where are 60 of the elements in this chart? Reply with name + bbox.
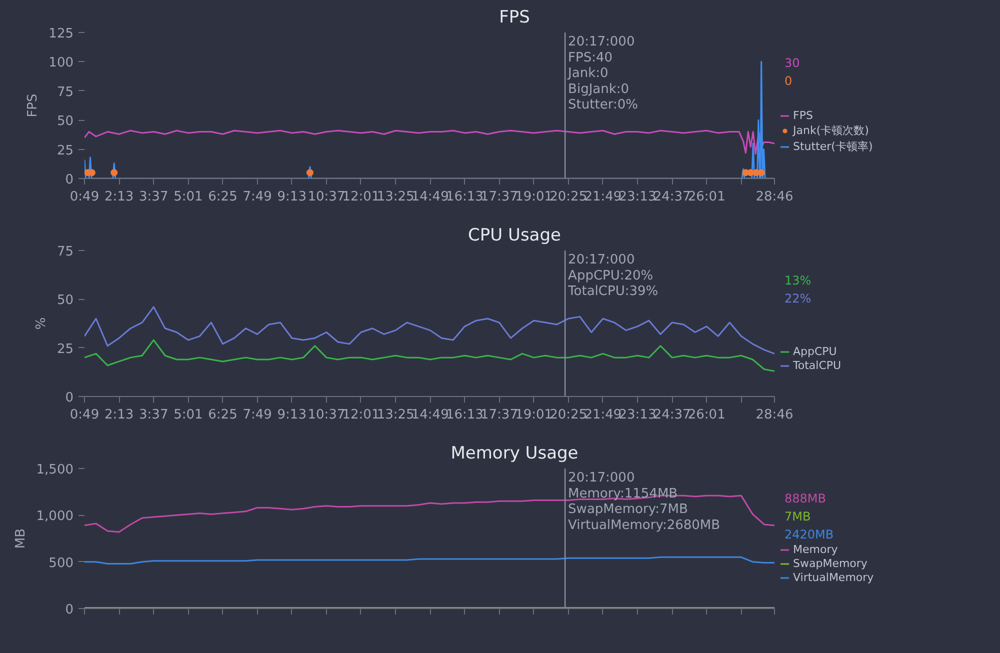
x-tick-label: 5:01 (174, 408, 203, 422)
legend-label: VirtualMemory (793, 571, 874, 584)
y-tick-label: 100 (48, 56, 74, 71)
x-tick-label: 3:37 (139, 408, 168, 422)
x-tick-label: 17:37 (480, 190, 518, 204)
y-tick-label: 0 (65, 390, 74, 406)
y-tick-label: 1,000 (36, 509, 74, 524)
x-tick-label: 6:25 (208, 408, 238, 422)
ref-line-label: 20:17:000 Memory:1154MB SwapMemory:7MB VirtualMemory:2680MB (568, 470, 720, 533)
y-tick-label: 75 (56, 84, 74, 100)
text: 0 (784, 74, 792, 88)
y-tick-label: 25 (56, 143, 74, 158)
x-tick-label: 9:13 (277, 190, 306, 204)
text: 7MB (784, 510, 811, 524)
legend-label: TotalCPU (793, 359, 842, 372)
y-tick-label: 50 (56, 293, 74, 308)
x-tick-label: 9:13 (277, 408, 306, 422)
text: 22% (784, 292, 812, 306)
y-tick-label: 0 (65, 172, 74, 188)
chart-title: Memory Usage (450, 444, 578, 464)
text: 13% (784, 274, 812, 288)
y-axis-title: % (34, 317, 49, 330)
legend-label: FPS (793, 109, 813, 122)
y-tick-label: 1,500 (36, 462, 74, 478)
legend-label: SwapMemory (793, 557, 868, 570)
line-series (84, 339, 776, 372)
x-tick-label: 3:37 (139, 190, 168, 204)
text: 30 (784, 56, 800, 70)
x-tick-label: 2:13 (104, 408, 134, 422)
chart-title: CPU Usage (468, 226, 561, 246)
legend-label: AppCPU (793, 345, 837, 358)
legend-label: Jank(卡顿次数) (793, 123, 869, 138)
y-axis-title: FPS (26, 94, 41, 118)
x-tick-label: 28:46 (756, 190, 794, 204)
line-series (84, 130, 776, 155)
legend-label: Memory (793, 543, 838, 556)
x-tick-label: 7:49 (242, 190, 272, 204)
line-series (84, 306, 776, 354)
x-tick-label: 0:49 (70, 190, 100, 204)
legend-label: Stutter(卡顿率) (793, 139, 873, 154)
y-tick-label: 125 (48, 26, 74, 42)
x-tick-label: 17:37 (480, 408, 518, 422)
y-tick-label: 0 (65, 602, 74, 618)
text: 2420MB (784, 528, 834, 542)
chart-title: FPS (499, 8, 530, 28)
y-tick-label: 75 (56, 244, 74, 260)
x-tick-label: 0:49 (70, 408, 100, 422)
x-tick-label: 7:49 (242, 408, 272, 422)
x-tick-label: 2:13 (104, 190, 134, 204)
ref-line-label: 20:17:000 FPS:40 Jank:0 BigJank:0 Stutter:0% (567, 34, 638, 112)
ref-line-label: 20:17:000 AppCPU:20% TotalCPU:39% (567, 252, 658, 299)
line-series (84, 556, 776, 564)
y-axis-title: MB (13, 528, 28, 549)
y-tick-label: 25 (56, 342, 74, 357)
y-tick-label: 50 (56, 114, 74, 130)
x-tick-label: 6:25 (208, 190, 238, 204)
x-tick-label: 28:46 (756, 408, 794, 422)
y-tick-label: 500 (48, 556, 74, 571)
text: 888MB (784, 492, 826, 506)
x-tick-label: 5:01 (174, 190, 203, 204)
